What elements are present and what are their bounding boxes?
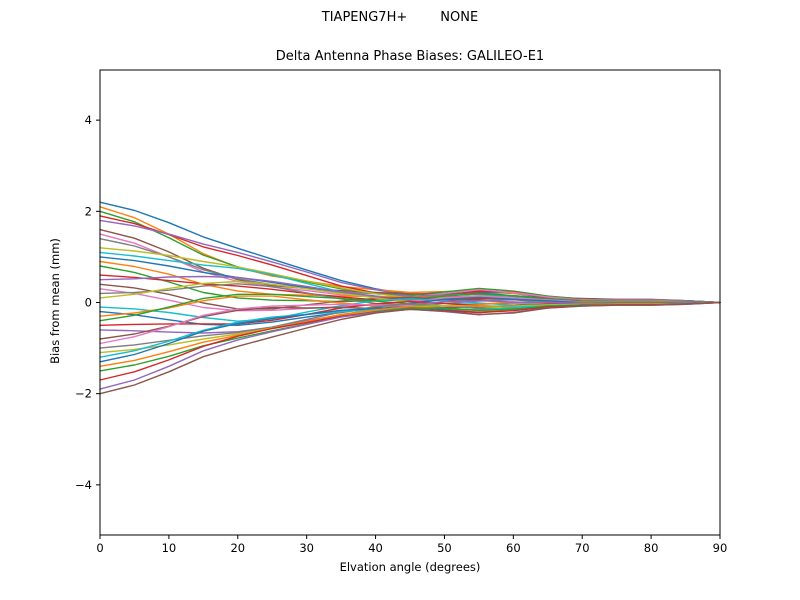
x-tick-label: 10 — [162, 541, 177, 555]
y-tick-label: −4 — [75, 478, 92, 492]
y-tick-label: 4 — [85, 113, 92, 127]
x-tick-label: 80 — [644, 541, 659, 555]
x-tick-label: 60 — [506, 541, 521, 555]
x-tick-label: 40 — [368, 541, 383, 555]
x-tick-label: 50 — [437, 541, 452, 555]
x-tick-label: 30 — [299, 541, 314, 555]
series-line — [99, 206, 721, 304]
series-line — [99, 301, 721, 395]
x-axis-label: Elvation angle (degrees) — [339, 560, 481, 574]
y-tick-label: 0 — [85, 296, 92, 310]
x-tick-label: 70 — [575, 541, 590, 555]
x-tick-label: 20 — [230, 541, 245, 555]
figure-suptitle: TIAPENG7H+ NONE — [321, 10, 479, 25]
y-tick-label: −2 — [75, 387, 92, 401]
x-tick-label: 0 — [96, 541, 103, 555]
axes-title: Delta Antenna Phase Biases: GALILEO-E1 — [275, 49, 545, 64]
y-tick-label: 2 — [85, 204, 92, 218]
x-tick-label: 90 — [713, 541, 728, 555]
y-axis-label: Bias from mean (mm) — [48, 238, 62, 364]
